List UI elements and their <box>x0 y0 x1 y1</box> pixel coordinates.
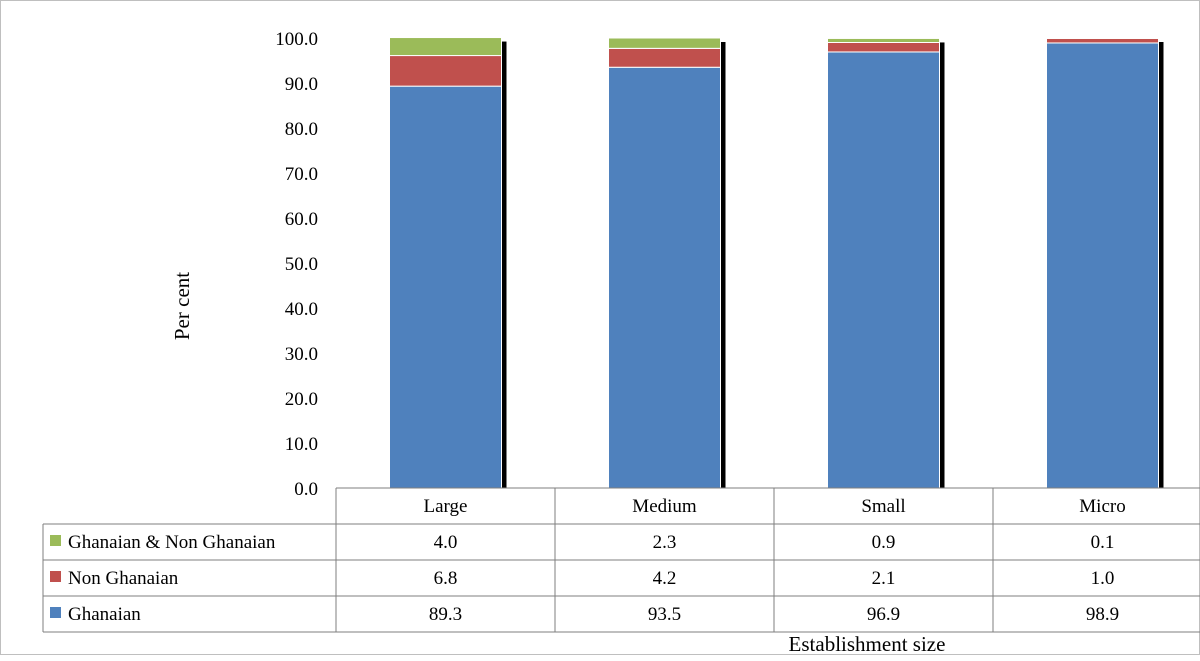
bar-non-ghanaian-micro <box>1047 38 1159 43</box>
x-tick-label-large: Large <box>424 496 468 517</box>
legend-key-ghanaian-and-non-ghanaian <box>50 535 61 546</box>
y-tick-label: 100.0 <box>275 29 318 50</box>
x-tick-label-micro: Micro <box>1079 496 1125 517</box>
bar-ghanaian-medium <box>609 67 721 488</box>
legend-label-non-ghanaian: Non Ghanaian <box>68 568 179 589</box>
bar-non-ghanaian-medium <box>609 48 721 67</box>
bars <box>390 38 1164 488</box>
y-tick-label: 70.0 <box>285 164 318 185</box>
y-tick-label: 20.0 <box>285 389 318 410</box>
bar-ghanaian-micro <box>1047 43 1159 488</box>
data-label-ghanaian-large: 89.3 <box>429 604 462 625</box>
y-tick-label: 10.0 <box>285 434 318 455</box>
legend-label-ghanaian: Ghanaian <box>68 604 141 625</box>
bar-ghanaian-and-non-ghanaian-small <box>828 38 940 42</box>
y-tick-label: 60.0 <box>285 209 318 230</box>
x-tick-label-small: Small <box>861 496 905 517</box>
legend-label-ghanaian-and-non-ghanaian: Ghanaian & Non Ghanaian <box>68 532 276 553</box>
x-axis-label: Establishment size <box>789 632 946 656</box>
data-label-ghanaian-and-non-ghanaian-medium: 2.3 <box>653 532 677 553</box>
data-label-non-ghanaian-large: 6.8 <box>434 568 458 589</box>
data-label-ghanaian-and-non-ghanaian-micro: 0.1 <box>1091 532 1115 553</box>
data-label-ghanaian-small: 96.9 <box>867 604 900 625</box>
bar-shadow <box>1159 42 1164 488</box>
legend-key-non-ghanaian <box>50 571 61 582</box>
y-tick-label: 40.0 <box>285 299 318 320</box>
y-tick-label: 30.0 <box>285 344 318 365</box>
data-label-ghanaian-and-non-ghanaian-small: 0.9 <box>872 532 896 553</box>
bar-ghanaian-small <box>828 52 940 488</box>
x-tick-label-medium: Medium <box>632 496 697 517</box>
data-label-ghanaian-and-non-ghanaian-large: 4.0 <box>434 532 458 553</box>
data-label-ghanaian-micro: 98.9 <box>1086 604 1119 625</box>
data-label-ghanaian-medium: 93.5 <box>648 604 681 625</box>
y-tick-label: 0.0 <box>294 479 318 500</box>
bar-non-ghanaian-large <box>390 56 502 87</box>
y-tick-label: 90.0 <box>285 74 318 95</box>
data-table: Large Medium Small Micro Ghanaian & Non Ghan… <box>43 488 1200 632</box>
bar-shadow <box>721 42 726 488</box>
data-label-non-ghanaian-micro: 1.0 <box>1091 568 1115 589</box>
bar-ghanaian-and-non-ghanaian-large <box>390 38 502 56</box>
y-axis-ticks: 0.0 10.0 20.0 30.0 40.0 50.0 60.0 70.0 80.0 90.0 1… <box>275 29 318 500</box>
bar-shadow <box>502 42 507 488</box>
bar-shadow <box>940 42 945 488</box>
legend-key-ghanaian <box>50 607 61 618</box>
y-axis-label: Per cent <box>170 272 194 340</box>
data-label-non-ghanaian-small: 2.1 <box>872 568 896 589</box>
bar-non-ghanaian-small <box>828 43 940 52</box>
y-tick-label: 50.0 <box>285 254 318 275</box>
y-tick-label: 80.0 <box>285 119 318 140</box>
data-label-non-ghanaian-medium: 4.2 <box>653 568 677 589</box>
bar-ghanaian-large <box>390 86 502 488</box>
bar-ghanaian-and-non-ghanaian-medium <box>609 38 721 48</box>
